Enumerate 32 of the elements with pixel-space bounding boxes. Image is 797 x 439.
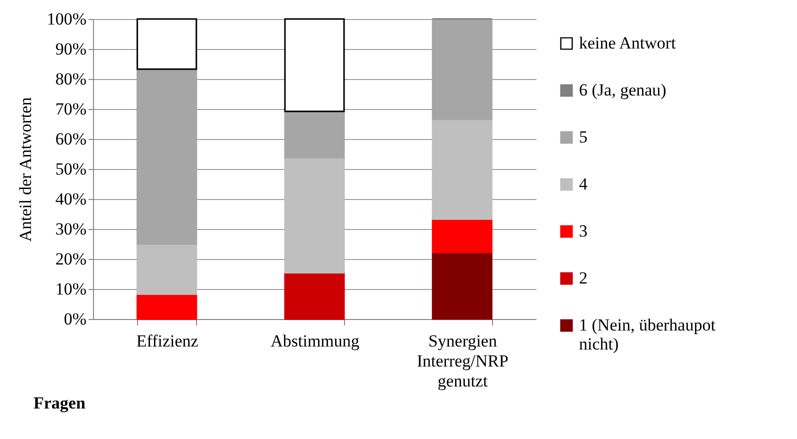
y-tick-label: 40% [55,190,86,208]
legend-label: 1 (Nein, überhaupot nicht) [579,316,716,354]
y-tick-label: 20% [55,250,86,268]
y-tick-label: 10% [55,280,86,298]
legend-label: 6 (Ja, genau) [579,80,666,100]
y-tick-label: 90% [55,40,86,58]
legend-label: 3 [579,222,588,240]
bar [284,156,345,274]
legend-label: 4 [579,174,588,194]
legend-label: 5 [579,128,588,146]
x-tick-label: Effizienz [136,332,199,350]
y-axis-title: Anteil der Antworten [16,96,35,242]
bar [432,118,492,220]
x-tick-label: Synergien Interreg/NRP genutzt [416,332,508,390]
y-tick-label: 50% [55,160,86,178]
bar [284,18,345,112]
y-tick-label: 80% [55,70,86,88]
bar [284,272,345,320]
bar [432,252,492,320]
y-tick-label: 30% [55,220,86,238]
bar [136,243,198,295]
legend-label: 2 [579,268,588,288]
y-tick-label: 60% [55,130,86,148]
bar [136,293,198,320]
bar [432,218,492,254]
y-tick-label: 70% [55,100,86,118]
y-tick-label: 100% [46,10,86,28]
y-tick-label: 0% [64,310,86,328]
bar [136,18,198,70]
x-tick-label: Abstimmung [270,332,360,350]
legend-label: keine Antwort [579,34,676,52]
x-axis-title: Fragen [34,394,86,412]
